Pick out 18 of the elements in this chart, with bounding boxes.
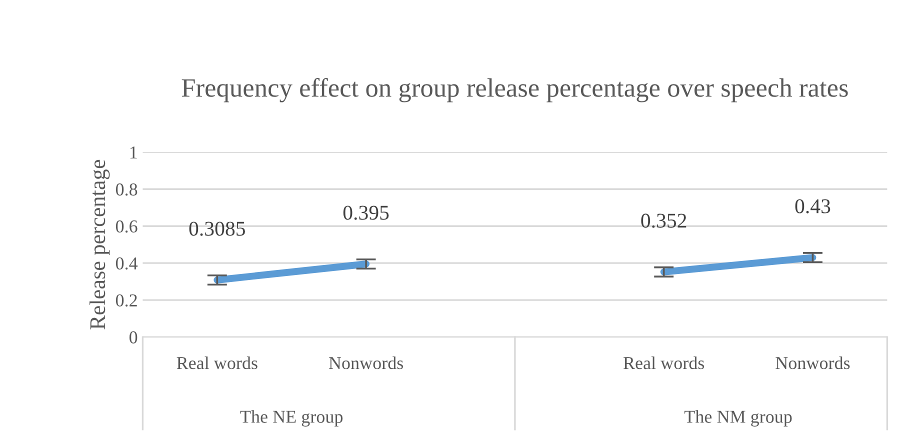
x-tick-label: Real words <box>623 356 704 370</box>
y-tick-label: 0.8 <box>116 183 138 196</box>
chart-title: Frequency effect on group release percentage over speech rates <box>182 78 848 102</box>
data-label: 0.3085 <box>189 222 245 236</box>
text: The NE group <box>240 410 343 427</box>
data-label: 0.352 <box>641 214 686 228</box>
data-label: 0.43 <box>795 199 830 214</box>
y-tick-label: 0 <box>130 331 138 344</box>
y-axis-title: Release percentage <box>90 160 110 330</box>
y-tick-label: 1 <box>130 146 137 158</box>
y-tick-label: 0.4 <box>116 257 138 270</box>
y-tick-label: 0.2 <box>116 294 137 307</box>
y-tick-label: 0.6 <box>116 220 138 233</box>
data-label: 0.395 <box>343 206 389 220</box>
x-tick-label: Nonwords <box>776 356 850 370</box>
x-tick-label: Real words <box>176 356 258 370</box>
x-tick-label: Nonwords <box>328 356 404 370</box>
text: The NM group <box>684 410 792 427</box>
